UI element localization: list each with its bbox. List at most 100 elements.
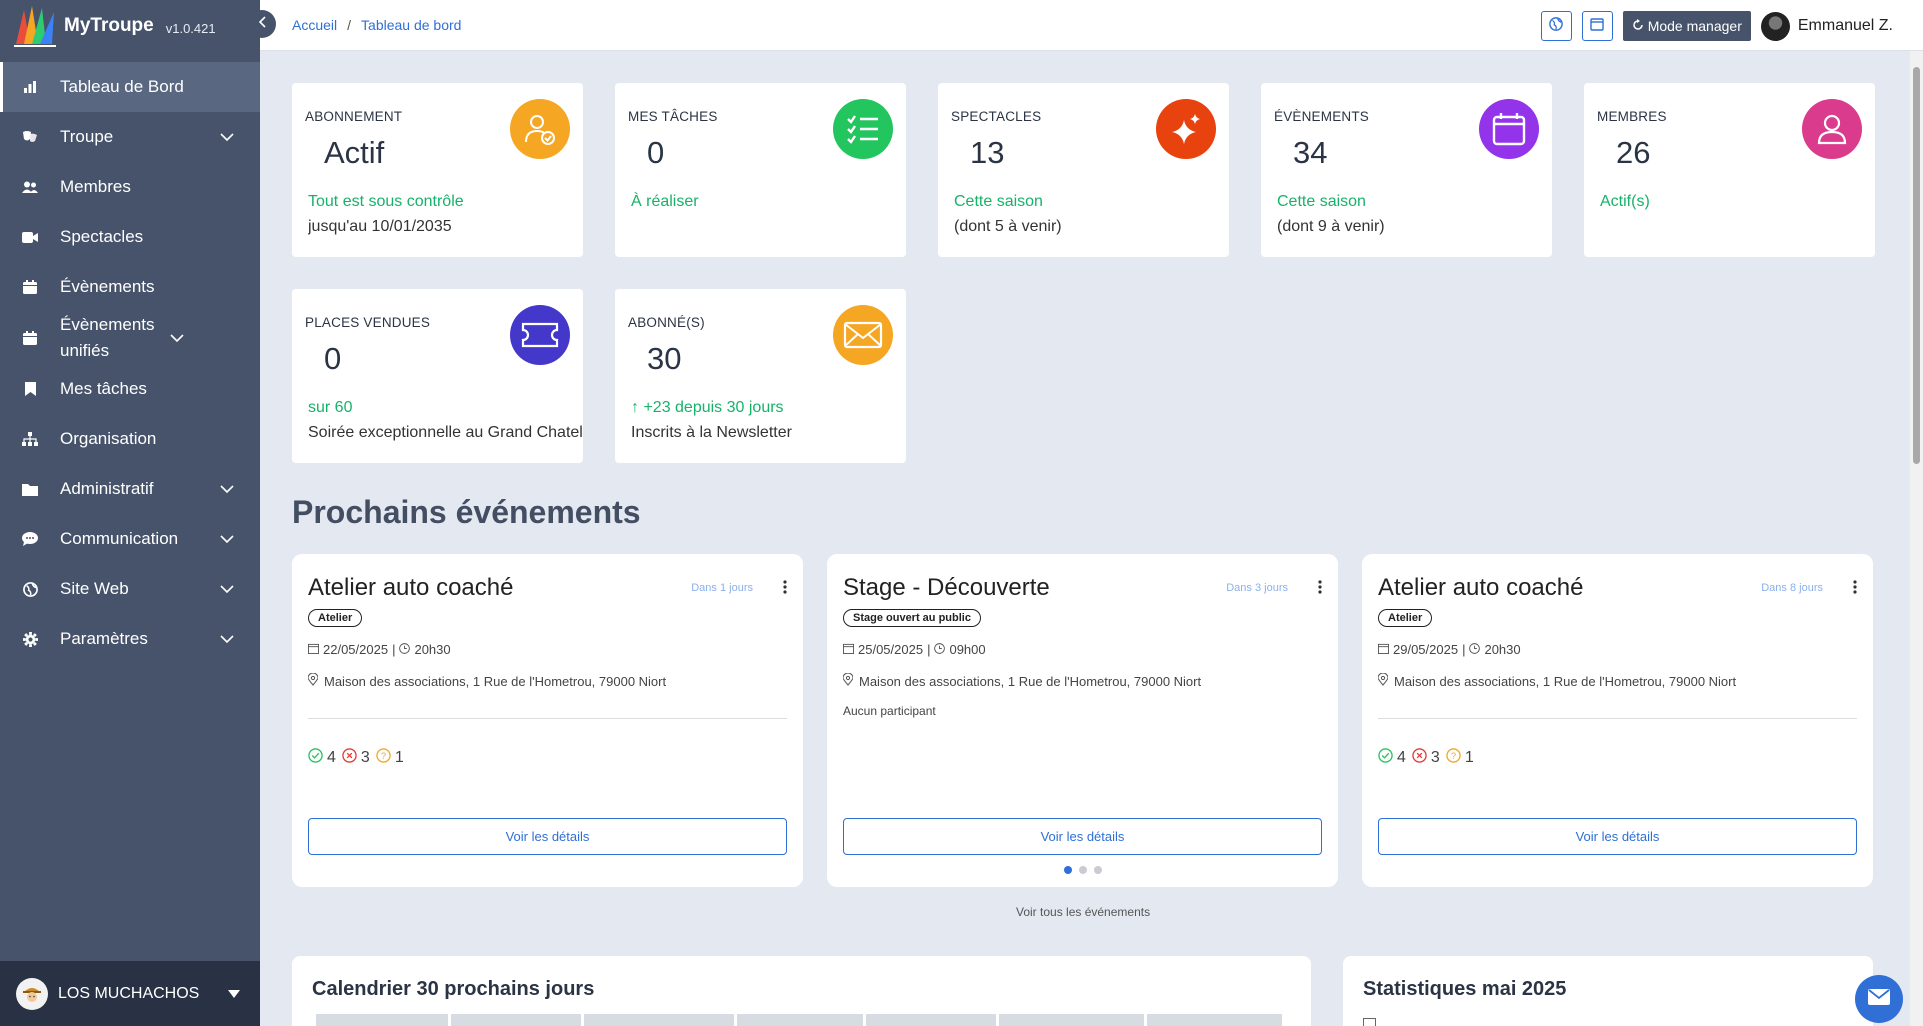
globe-icon [1549,16,1564,36]
more-options-icon[interactable] [1318,580,1322,599]
calendar-header-cell [316,1014,448,1026]
calendar-icon [22,279,38,295]
caret-down-icon [228,985,240,1003]
breadcrumb-current[interactable]: Tableau de bord [361,17,462,33]
message-fab-button[interactable] [1855,975,1903,1023]
statistics-row [1363,1018,1376,1026]
chevron-left-icon [258,15,266,33]
kpi-title: Places vendues [305,315,431,330]
event-details-button[interactable]: Voir les détails [843,818,1322,855]
chevron-down-icon [220,535,236,543]
clock-icon [934,642,946,657]
svg-text:?: ? [381,751,386,761]
event-card: Atelier auto coaché Dans 1 jours Atelier… [292,554,803,887]
event-location: Maison des associations, 1 Rue de l'Home… [307,672,666,689]
kpi-status: sur 60 [308,399,353,416]
map-pin-icon [842,672,854,689]
avatar [1760,11,1790,41]
sidebar-item-parametres[interactable]: Paramètres [0,614,260,664]
sidebar-item-evenements-unifies[interactable]: Évènements unifiés [0,312,260,364]
sidebar-item-administratif[interactable]: Administratif [0,464,260,514]
checkbox[interactable] [1363,1018,1376,1026]
manager-mode-button[interactable]: Mode manager [1622,11,1751,41]
calendar-header-cell [737,1014,863,1026]
event-attendance: 4 3 ? 1 [308,748,404,768]
event-details-button[interactable]: Voir les détails [308,818,787,855]
divider [1378,718,1857,719]
breadcrumb-home-link[interactable]: Accueil [292,17,338,33]
kpi-title: Évènements [1274,109,1370,124]
more-options-icon[interactable] [783,580,787,599]
calendar-panel-title: Calendrier 30 prochains jours [312,978,595,1000]
kpi-detail: Inscrits à la Newsletter [631,424,792,441]
website-button[interactable] [1540,11,1572,41]
event-time: 09h00 [949,642,986,657]
sidebar-item-label: Évènements [60,277,155,296]
sidebar-item-evenements[interactable]: Évènements [0,262,260,312]
topbar: Accueil / Tableau de bord Mode manager E… [260,0,1923,51]
see-all-events-link[interactable]: Voir tous les événements [1016,905,1151,919]
sidebar-item-spectacles[interactable]: Spectacles [0,212,260,262]
sidebar-item-label: Site Web [60,579,129,598]
carousel-dot[interactable] [1063,866,1072,874]
carousel-dot[interactable] [1093,866,1102,874]
kpi-status: À réaliser [631,193,699,210]
sidebar-item-label: Spectacles [60,227,144,246]
svg-text:?: ? [1451,751,1456,761]
kpi-value: 34 [1293,135,1328,170]
kpi-status: ↑ +23 depuis 30 jours [631,399,784,416]
globe-icon [22,581,38,597]
x-circle-icon [1412,748,1427,768]
calendar-header-cell [1147,1014,1282,1026]
event-details-button[interactable]: Voir les détails [1378,818,1857,855]
map-pin-icon [307,672,319,689]
calendar-icon [1479,99,1539,159]
attendance-no-count: 3 [360,749,370,766]
kpi-detail: jusqu'au 10/01/2035 [308,218,452,235]
sidebar-item-site-web[interactable]: Site Web [0,564,260,614]
page-scrollbar[interactable] [1910,51,1923,1026]
separator: | [1462,642,1466,657]
organization-switcher[interactable]: LOS MUCHACHOS [0,961,260,1026]
calendar-header-row [316,1014,1282,1026]
brand[interactable]: MyTroupe v1.0.421 [0,0,260,52]
sitemap-icon [22,431,38,447]
event-time: 20h30 [1484,642,1521,657]
mytroupe-logo [14,6,56,47]
user-menu[interactable]: Emmanuel Z. [1760,11,1893,41]
separator: | [927,642,931,657]
chat-icon [22,531,38,547]
organization-name: LOS MUCHACHOS [58,984,200,1002]
sidebar-item-troupe[interactable]: Troupe [0,112,260,162]
carousel-dot[interactable] [1078,866,1087,874]
event-relative-date: Dans 1 jours [691,582,753,594]
kpi-detail: Soirée exceptionnelle au Grand Chatel [308,424,583,441]
sidebar-item-dashboard[interactable]: Tableau de Bord [0,62,260,112]
event-date: 25/05/2025 [858,642,924,657]
scrollbar-thumb[interactable] [1913,67,1920,464]
gear-icon [22,631,38,647]
statistics-panel: Statistiques mai 2025 [1343,956,1873,1026]
kpi-card-abonnes: Abonné(s) 30 ↑ +23 depuis 30 jours Inscr… [615,289,906,463]
sidebar-item-mes-taches[interactable]: Mes tâches [0,364,260,414]
kpi-card-abonnement: Abonnement Actif Tout est sous contrôle … [292,83,583,257]
kpi-card-membres: Membres 26 Actif(s) [1584,83,1875,257]
separator: | [392,642,396,657]
user-check-icon [510,99,570,159]
sidebar-item-membres[interactable]: Membres [0,162,260,212]
x-circle-icon [342,748,357,768]
check-circle-icon [308,748,323,768]
sidebar-collapse-button[interactable] [248,10,276,38]
kpi-status: Cette saison [1277,193,1366,210]
event-title: Atelier auto coaché [1378,574,1584,601]
calendar-header-cell [451,1014,581,1026]
sidebar-item-label: Organisation [60,429,157,448]
calendar-button[interactable] [1581,11,1613,41]
attendance-no-count: 3 [1430,749,1440,766]
sidebar-item-communication[interactable]: Communication [0,514,260,564]
event-address: Maison des associations, 1 Rue de l'Home… [1394,673,1737,689]
event-tag: Stage ouvert au public [843,609,981,627]
more-options-icon[interactable] [1853,580,1857,599]
sidebar-item-organisation[interactable]: Organisation [0,414,260,464]
user-icon [1802,99,1862,159]
